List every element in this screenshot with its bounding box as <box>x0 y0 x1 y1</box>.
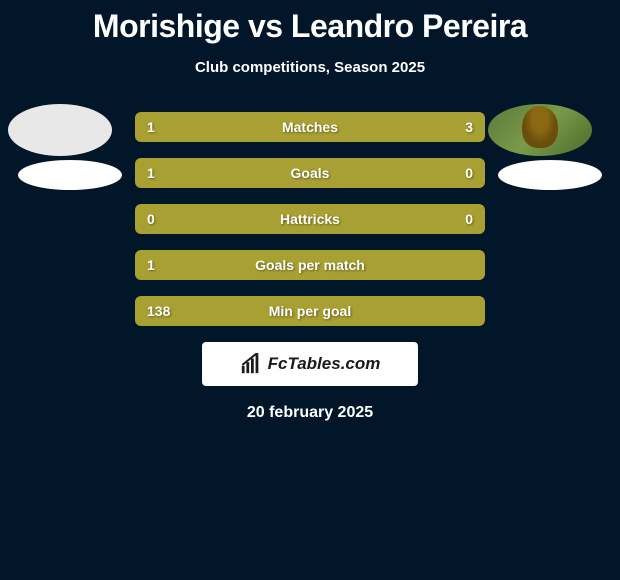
stat-value-left: 138 <box>147 303 170 319</box>
logo-text: FcTables.com <box>268 354 381 374</box>
chart-icon <box>240 353 262 375</box>
stat-row: 0 Hattricks 0 <box>135 204 485 234</box>
stat-bar-right <box>223 112 486 142</box>
stat-value-left: 1 <box>147 257 155 273</box>
date-text: 20 february 2025 <box>0 404 620 422</box>
stat-value-right: 0 <box>465 165 473 181</box>
fctables-logo[interactable]: FcTables.com <box>202 342 418 386</box>
stats-block: 1 Matches 3 1 Goals 0 0 Hattricks 0 1 Goals per ma… <box>135 112 485 326</box>
stat-row: 1 Matches 3 <box>135 112 485 142</box>
avatar-placeholder-left <box>8 104 112 156</box>
stat-row: 1 Goals per match <box>135 250 485 280</box>
stat-label: Min per goal <box>269 303 351 319</box>
page-title: Morishige vs Leandro Pereira <box>0 8 620 45</box>
team-badge-right <box>498 160 602 190</box>
stat-row: 138 Min per goal <box>135 296 485 326</box>
avatar-left <box>8 104 112 156</box>
stat-label: Hattricks <box>280 211 340 227</box>
stat-row: 1 Goals 0 <box>135 158 485 188</box>
main-container: Morishige vs Leandro Pereira Club compet… <box>0 0 620 422</box>
stat-value-right: 0 <box>465 211 473 227</box>
stat-bar-left <box>135 158 398 188</box>
stat-value-left: 1 <box>147 119 155 135</box>
stat-value-left: 0 <box>147 211 155 227</box>
avatar-photo-right <box>488 104 592 156</box>
stat-value-left: 1 <box>147 165 155 181</box>
subtitle: Club competitions, Season 2025 <box>0 59 620 76</box>
stat-label: Matches <box>282 119 338 135</box>
team-badge-left <box>18 160 122 190</box>
avatar-right <box>488 104 592 156</box>
stat-label: Goals <box>291 165 330 181</box>
stat-value-right: 3 <box>465 119 473 135</box>
comparison-area: 1 Matches 3 1 Goals 0 0 Hattricks 0 1 Goals per ma… <box>0 112 620 422</box>
stat-label: Goals per match <box>255 257 365 273</box>
